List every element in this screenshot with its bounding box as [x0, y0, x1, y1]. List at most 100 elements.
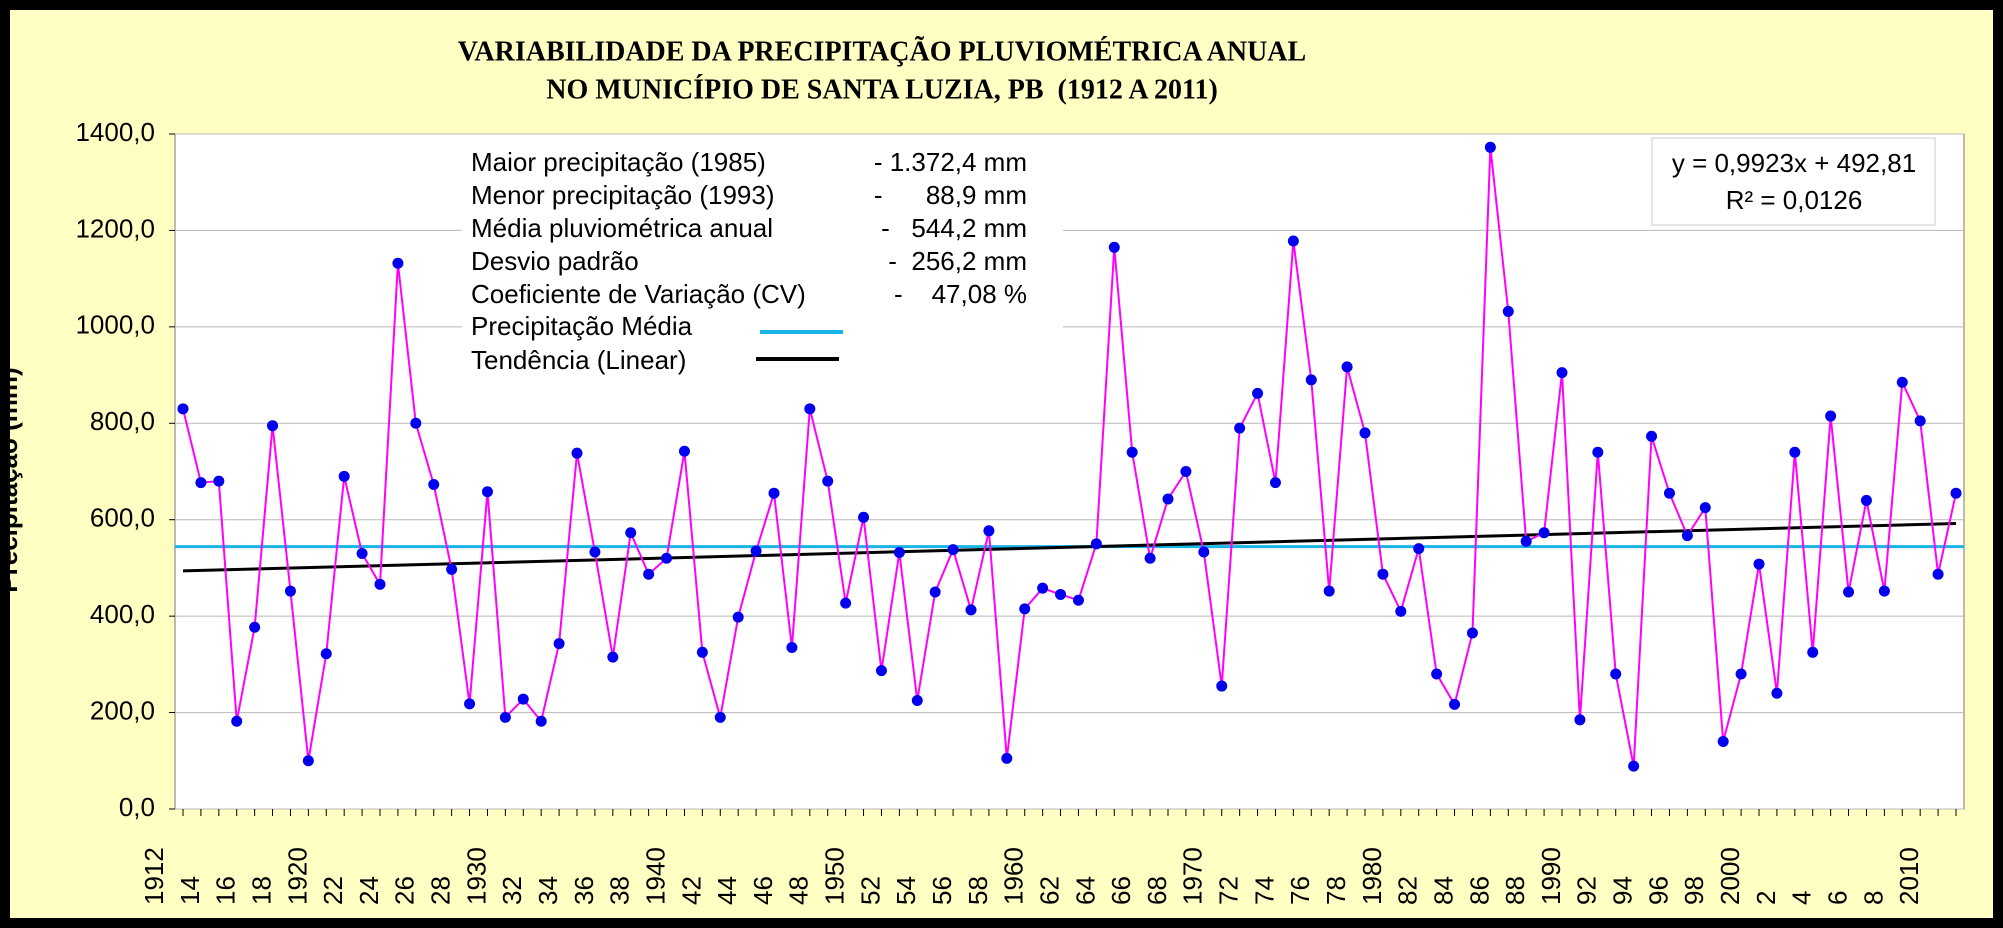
x-tick-label: 62 [1034, 876, 1064, 905]
data-point [1753, 558, 1765, 570]
x-tick-label: 46 [748, 876, 778, 905]
data-point [517, 693, 529, 705]
stat-label: Menor precipitação (1993) [471, 180, 775, 210]
data-point [1108, 241, 1120, 253]
data-point [1932, 568, 1944, 580]
data-point [1001, 752, 1013, 764]
data-point [1180, 466, 1192, 477]
x-tick-label: 54 [891, 876, 921, 905]
grid [175, 133, 1964, 810]
data-point [696, 646, 708, 658]
data-point [607, 651, 619, 663]
x-tick-label: 18 [246, 876, 276, 905]
data-point [1538, 527, 1550, 539]
x-tick-label: 28 [426, 876, 456, 905]
data-point [1574, 714, 1586, 726]
data-point [965, 604, 977, 616]
stat-value: - 256,2 mm [888, 246, 1027, 276]
plot-area [174, 133, 1965, 810]
data-point [1431, 668, 1443, 680]
data-point [822, 475, 834, 487]
equation-box [1651, 137, 1936, 226]
x-tick-label: 92 [1572, 876, 1602, 905]
data-point [858, 511, 870, 523]
y-tick-label: 1000,0 [75, 310, 155, 340]
data-point [1305, 374, 1317, 386]
data-point [1592, 446, 1604, 458]
data-point [589, 546, 601, 558]
x-tick-label: 1960 [999, 847, 1029, 905]
data-point [1556, 367, 1568, 379]
data-point [1198, 546, 1210, 558]
data-point [1037, 582, 1049, 594]
data-point [1717, 736, 1729, 747]
data-point [195, 477, 207, 489]
y-tick-label: 800,0 [90, 406, 155, 436]
data-point [392, 257, 404, 269]
data-point [911, 695, 923, 707]
data-point [1144, 552, 1156, 564]
y-tick-label: 600,0 [90, 503, 155, 533]
data-point [177, 403, 189, 415]
x-tick-label: 58 [963, 876, 993, 905]
legend-label: Tendência (Linear) [471, 345, 686, 375]
data-point [643, 568, 655, 580]
x-tick-label: 64 [1070, 876, 1100, 905]
stat-label: Desvio padrão [471, 246, 639, 276]
x-tick-label: 1912 [139, 847, 169, 905]
data-point [1055, 588, 1067, 600]
x-tick-label: 1990 [1536, 847, 1566, 905]
data-point [1090, 538, 1102, 550]
data-point [750, 545, 762, 557]
data-point [1323, 585, 1335, 597]
data-point [535, 715, 547, 727]
x-tick-label: 6 [1822, 891, 1852, 905]
y-tick-label: 0,0 [119, 792, 155, 822]
data-point [267, 420, 279, 432]
data-point [213, 475, 225, 487]
data-point [231, 715, 243, 727]
data-point [410, 417, 422, 429]
r-squared: R² = 0,0126 [1726, 185, 1863, 215]
data-point [1252, 387, 1264, 399]
data-point [1502, 305, 1514, 317]
x-tick-label: 34 [533, 876, 563, 905]
stat-label: Maior precipitação (1985) [471, 147, 766, 177]
data-point [1341, 361, 1353, 373]
data-point [1413, 543, 1425, 555]
x-tick-label: 74 [1249, 876, 1279, 905]
x-tick-label: 72 [1214, 876, 1244, 905]
data-point [1878, 585, 1890, 597]
trend-equation: y = 0,9923x + 492,81 [1672, 148, 1916, 178]
x-tick-label: 78 [1321, 876, 1351, 905]
y-tick-label: 1200,0 [75, 213, 155, 243]
stat-label: Média pluviométrica anual [471, 213, 773, 243]
x-tick-label: 4 [1787, 891, 1817, 905]
y-axis-title: Precipitação (mm) [0, 367, 23, 592]
data-point [768, 487, 780, 499]
data-point [1771, 687, 1783, 699]
x-tick-label: 2 [1751, 891, 1781, 905]
x-tick-label: 66 [1106, 876, 1136, 905]
data-point [302, 755, 314, 767]
stat-label: Coeficiente de Variação (CV) [471, 279, 806, 309]
data-point [1699, 502, 1711, 514]
data-point [893, 547, 905, 558]
chart-title: NO MUNICÍPIO DE SANTA LUZIA, PB (1912 A … [546, 74, 1218, 105]
y-tick-label: 1400,0 [75, 117, 155, 147]
x-tick-label: 2010 [1894, 847, 1924, 905]
stat-value: - 1.372,4 mm [874, 147, 1027, 177]
x-tick-label: 22 [318, 876, 348, 905]
chart-title: VARIABILIDADE DA PRECIPITAÇÃO PLUVIOMÉTR… [458, 36, 1306, 67]
data-point [1449, 698, 1461, 710]
data-point [786, 641, 798, 653]
x-tick-label: 26 [390, 876, 420, 905]
data-point [1072, 594, 1084, 606]
data-point [1663, 487, 1675, 499]
stat-value: - 47,08 % [894, 279, 1027, 309]
data-point [714, 711, 726, 723]
data-point [1520, 535, 1532, 547]
data-point [1466, 627, 1478, 639]
data-point [428, 479, 440, 491]
data-point [249, 621, 261, 633]
